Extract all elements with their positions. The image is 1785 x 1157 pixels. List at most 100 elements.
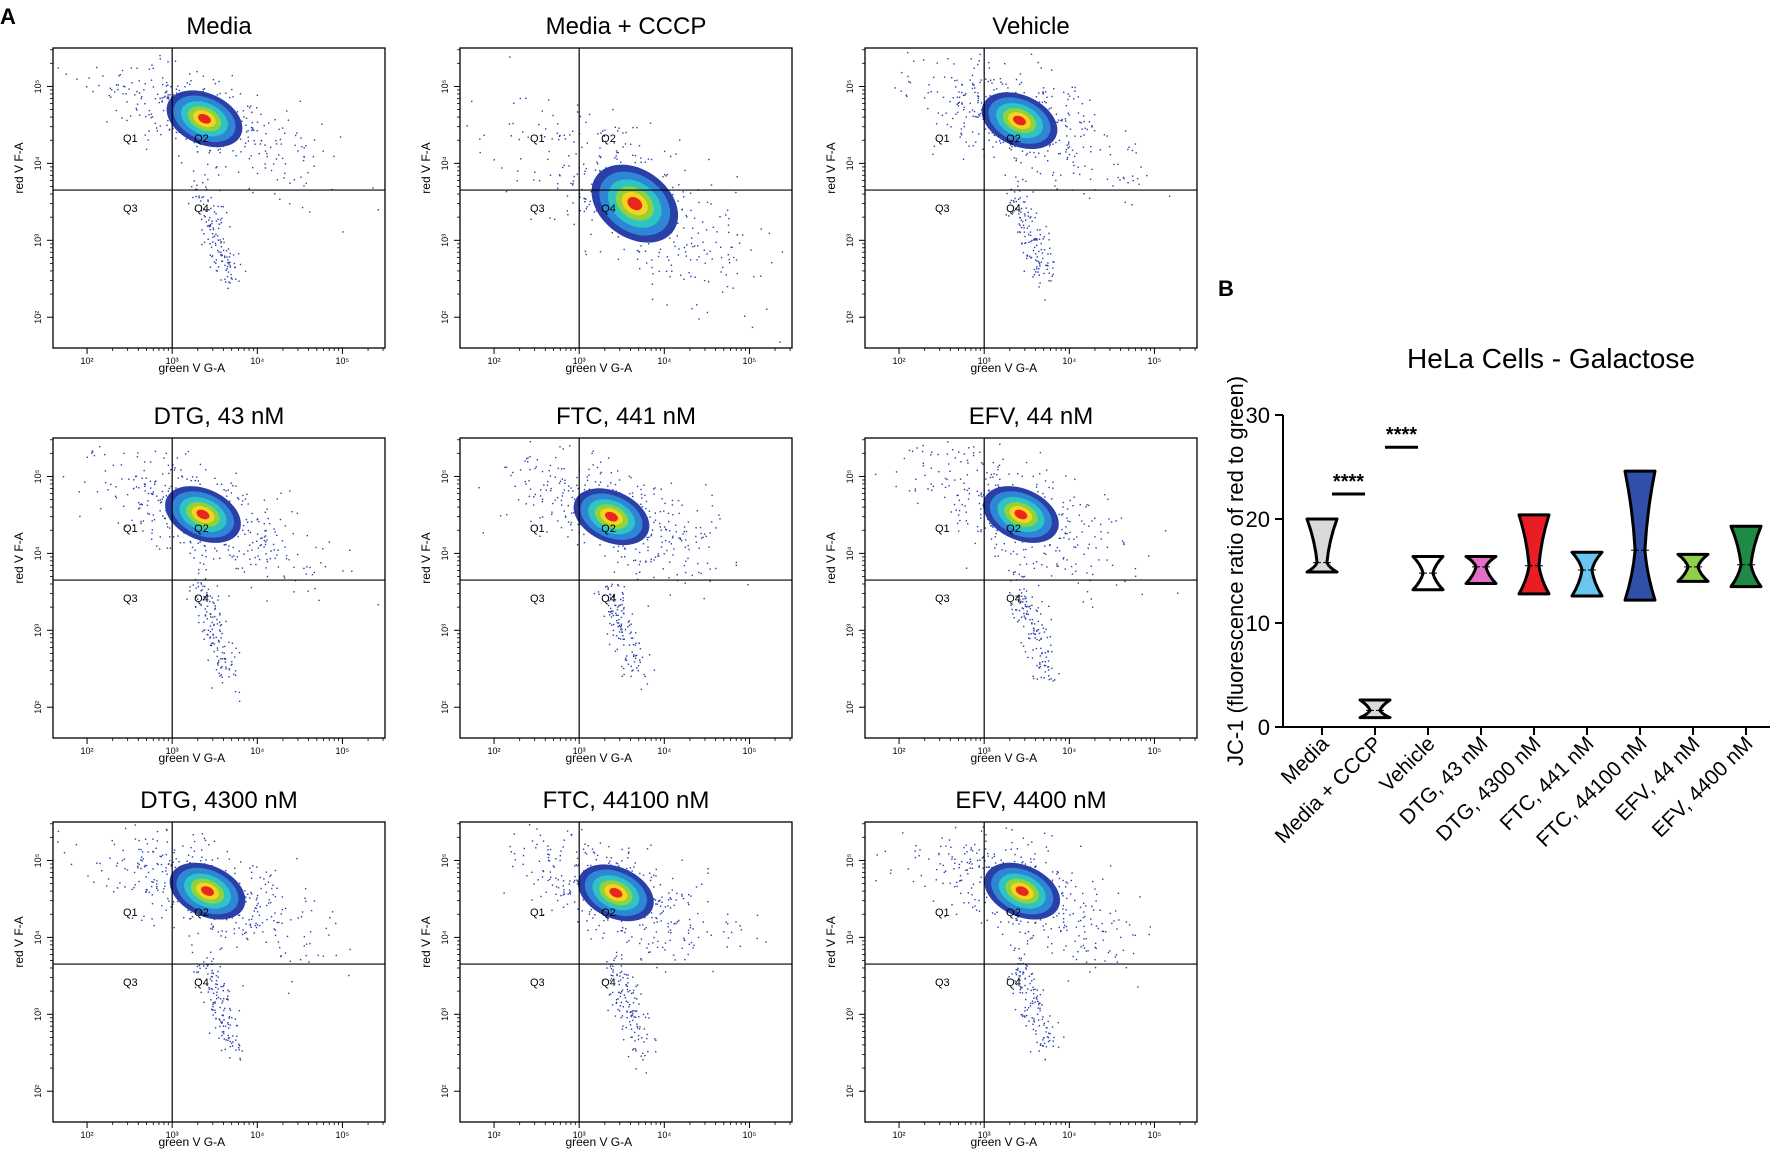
y-tick-label: 10⁴ <box>845 546 855 560</box>
quadrant-label: Q1 <box>530 907 545 919</box>
flow-panel: Vehicle Q1 Q2 Q3 Q4 10² 10³ 10⁴ 10⁵ 10² 10³ 10⁴ 10⁵ g… <box>824 13 1198 375</box>
x-tick-label: 10⁴ <box>657 356 671 366</box>
x-tick-label: 10⁴ <box>250 356 264 366</box>
quadrant-label: Q4 <box>601 593 616 605</box>
x-tick-label: 10² <box>488 356 501 366</box>
x-tick-label: 10² <box>893 356 906 366</box>
flow-panel-title: Media + CCCP <box>546 13 707 40</box>
flow-panel: Media + CCCP Q1 Q2 Q3 Q4 10² 10³ 10⁴ 10⁵ 10² 10³ 10… <box>419 13 793 375</box>
y-tick-label: 10³ <box>440 1008 450 1021</box>
y-tick-label: 10⁴ <box>440 156 450 170</box>
x-tick-label: 10² <box>893 1130 906 1140</box>
y-tick-label: 10² <box>845 701 855 714</box>
x-tick-label: 10⁴ <box>1062 356 1076 366</box>
y-tick-label: 10⁵ <box>440 853 450 867</box>
y-tick-label: 10⁴ <box>845 156 855 170</box>
x-axis-label: green V G-A <box>158 751 225 765</box>
y-axis-label: red V F-A <box>824 916 838 967</box>
quadrant-label: Q4 <box>601 203 616 215</box>
y-tick-label: 10² <box>440 1085 450 1098</box>
y-tick-label: 10⁴ <box>845 930 855 944</box>
quadrant-label: Q1 <box>123 523 138 535</box>
violin-title: HeLa Cells - Galactose <box>1407 343 1695 374</box>
flow-events <box>62 446 379 702</box>
quadrant-label: Q1 <box>935 523 950 535</box>
x-tick-label: 10³ <box>978 1130 991 1140</box>
y-axis-label: red V F-A <box>419 142 433 193</box>
y-axis-label: red V F-A <box>419 916 433 967</box>
y-tick-label: 10² <box>845 311 855 324</box>
quadrant-label: Q4 <box>194 203 209 215</box>
flow-panel-title: Vehicle <box>992 13 1069 40</box>
flow-panel: Media Q1 Q2 Q3 Q4 10² 10³ 10⁴ 10⁵ 10² 10³ 10⁴ 10⁵ gre… <box>12 13 386 375</box>
y-tick-label: 10⁵ <box>440 79 450 93</box>
quadrant-label: Q2 <box>1006 523 1021 535</box>
violin-ftc-44100-nm <box>1623 469 1657 602</box>
panel-a-label: A <box>0 4 16 29</box>
y-tick-label: 10⁵ <box>845 853 855 867</box>
x-tick-label: 10⁵ <box>1148 356 1162 366</box>
x-tick-label: 10³ <box>573 1130 586 1140</box>
flow-panel-title: DTG, 4300 nM <box>140 787 297 814</box>
flow-plot-frame <box>864 437 1198 739</box>
y-tick-label: 10² <box>33 1085 43 1098</box>
y-axis-label: JC-1 (fluorescence ratio of red to green… <box>1223 376 1248 766</box>
quadrant-label: Q3 <box>123 203 138 215</box>
flow-panel: FTC, 441 nM Q1 Q2 Q3 Q4 10² 10³ 10⁴ 10⁵ 10² 10³ 10⁴… <box>419 403 793 765</box>
y-tick-label: 10⁵ <box>845 79 855 93</box>
x-tick-label: 10⁵ <box>336 356 350 366</box>
violin-efv-4400-nm <box>1729 524 1763 589</box>
y-tick-label: 10³ <box>33 1008 43 1021</box>
quadrant-label: Q4 <box>601 977 616 989</box>
quadrant-label: Q2 <box>194 523 209 535</box>
quadrant-label: Q3 <box>123 977 138 989</box>
flow-plot-frame <box>864 47 1198 349</box>
flow-plot-frame <box>52 437 386 739</box>
density-contour <box>605 511 618 522</box>
y-tick-label: 10³ <box>33 624 43 637</box>
y-tick-label: 10⁵ <box>440 469 450 483</box>
y-axis-label: red V F-A <box>824 532 838 583</box>
flow-panel-title: FTC, 44100 nM <box>543 787 710 814</box>
quadrant-label: Q1 <box>935 907 950 919</box>
quadrant-label: Q4 <box>194 593 209 605</box>
y-tick-label: 10⁴ <box>440 546 450 560</box>
y-tick-label: 10⁵ <box>33 79 43 93</box>
x-tick-label: 10⁴ <box>250 746 264 756</box>
quadrant-label: Q4 <box>194 977 209 989</box>
x-axis-label: green V G-A <box>970 361 1037 375</box>
density-contour <box>1014 509 1028 520</box>
x-tick-label: 10⁵ <box>743 356 757 366</box>
violin-dtg-43-nm <box>1464 554 1498 585</box>
violin-ftc-441-nm <box>1570 550 1604 598</box>
y-tick-label: 30 <box>1246 403 1270 428</box>
quadrant-label: Q3 <box>530 977 545 989</box>
y-tick-label: 10 <box>1246 611 1270 636</box>
x-axis-label: green V G-A <box>565 361 632 375</box>
density-contour <box>201 886 214 896</box>
quadrant-label: Q2 <box>601 907 616 919</box>
flow-panel: FTC, 44100 nM Q1 Q2 Q3 Q4 10² 10³ 10⁴ 10⁵ 10² 10³ 1… <box>419 787 793 1149</box>
x-tick-label: 10² <box>488 1130 501 1140</box>
flow-panel-title: Media <box>186 13 252 40</box>
y-tick-label: 10³ <box>33 234 43 247</box>
x-axis-label: green V G-A <box>565 751 632 765</box>
flow-panel: EFV, 4400 nM Q1 Q2 Q3 Q4 10² 10³ 10⁴ 10⁵ 10² 10³ 10… <box>824 787 1198 1149</box>
x-tick-label: 10³ <box>166 746 179 756</box>
x-tick-label: 10⁵ <box>336 1130 350 1140</box>
y-tick-label: 10⁵ <box>845 469 855 483</box>
flow-panel-title: DTG, 43 nM <box>154 403 285 430</box>
density-contour <box>196 509 210 520</box>
x-tick-label: 10⁴ <box>657 746 671 756</box>
x-tick-label: 10⁵ <box>743 1130 757 1140</box>
x-tick-label: 10³ <box>166 1130 179 1140</box>
quadrant-label: Q4 <box>1006 977 1021 989</box>
quadrant-label: Q4 <box>1006 203 1021 215</box>
violin-dtg-4300-nm <box>1517 513 1551 596</box>
quadrant-label: Q3 <box>123 593 138 605</box>
x-axis-label: green V G-A <box>158 1135 225 1149</box>
flow-panel-title: EFV, 44 nM <box>969 403 1094 430</box>
quadrant-label: Q3 <box>530 203 545 215</box>
x-tick-label: 10⁵ <box>1148 1130 1162 1140</box>
